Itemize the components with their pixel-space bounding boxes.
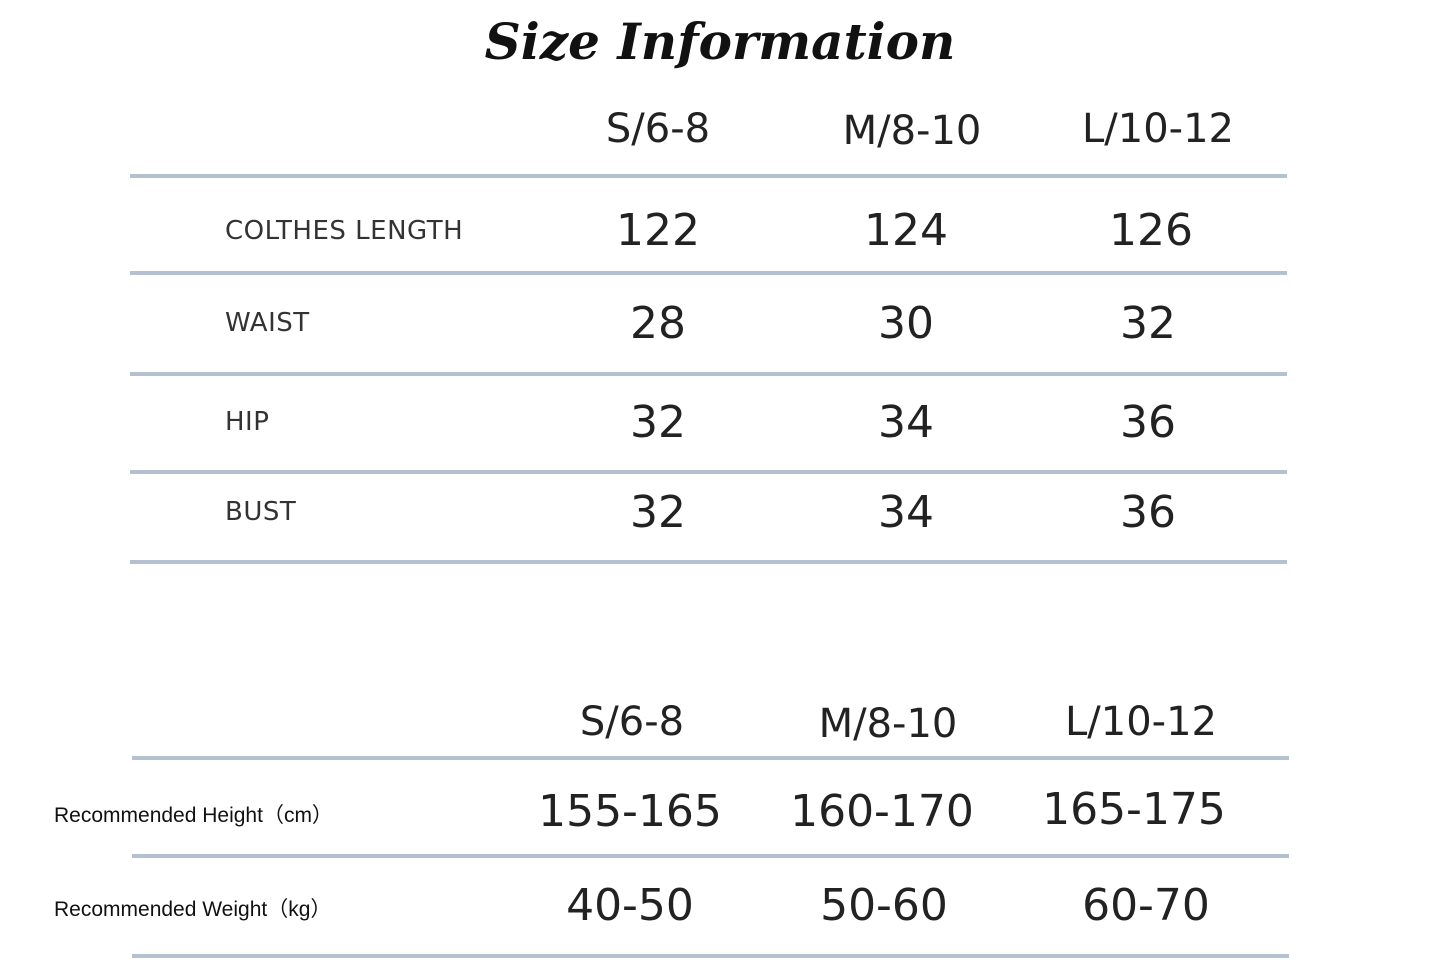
table-rule (132, 954, 1289, 958)
cell: 160-170 (790, 786, 974, 837)
cell: 34 (878, 487, 934, 538)
cell: 60-70 (1082, 880, 1210, 931)
table-rule (130, 174, 1287, 178)
cell: 32 (630, 487, 686, 538)
column-header-l: L/10-12 (1082, 106, 1234, 152)
table-rule (130, 372, 1287, 376)
page-title: Size Information (484, 12, 956, 71)
cell: 32 (1120, 298, 1176, 349)
cell: 30 (878, 298, 934, 349)
cell: 50-60 (820, 880, 948, 931)
cell: 124 (864, 205, 948, 256)
cell: 34 (878, 397, 934, 448)
row-label: Recommended Weight（kg） (54, 898, 332, 921)
cell: 126 (1109, 205, 1193, 256)
row-label: WAIST (225, 308, 310, 338)
column-header-s: S/6-8 (579, 699, 685, 745)
cell: 32 (630, 397, 686, 448)
column-header-m: M/8-10 (842, 108, 982, 154)
cell: 165-175 (1042, 784, 1226, 835)
cell: 28 (630, 298, 686, 349)
cell: 122 (616, 205, 700, 256)
cell: 155-165 (538, 786, 722, 837)
cell: 40-50 (566, 880, 694, 931)
column-header-s: S/6-8 (605, 106, 711, 152)
row-label: Recommended Height（cm） (54, 804, 333, 827)
column-header-l: L/10-12 (1065, 699, 1217, 745)
table-rule (130, 560, 1287, 564)
column-header-m: M/8-10 (818, 701, 958, 747)
table-rule (130, 470, 1287, 474)
row-label: BUST (225, 497, 297, 527)
cell: 36 (1120, 487, 1176, 538)
row-label: COLTHES LENGTH (225, 216, 464, 246)
table-rule (132, 756, 1289, 760)
table-rule (130, 271, 1287, 275)
table-rule (132, 854, 1289, 858)
row-label: HIP (225, 407, 270, 437)
cell: 36 (1120, 397, 1176, 448)
